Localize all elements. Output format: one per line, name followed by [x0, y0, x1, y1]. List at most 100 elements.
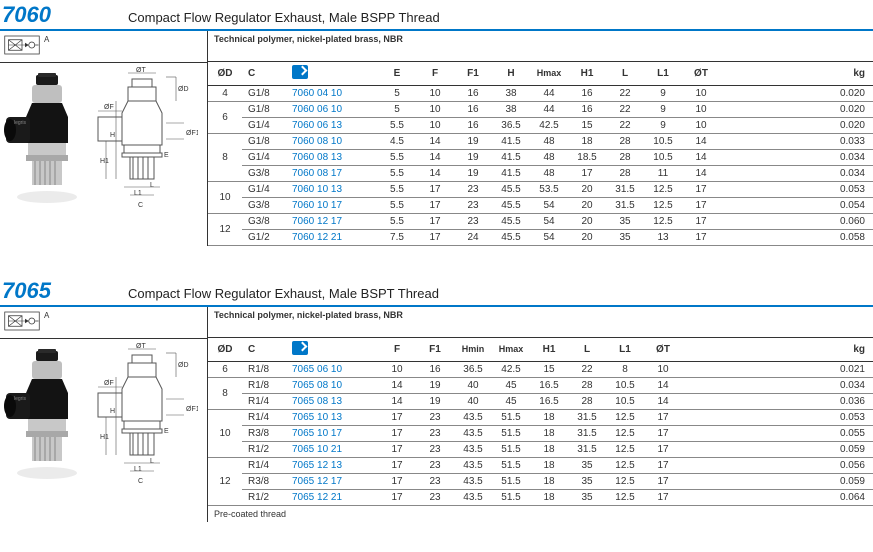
- thread-cell: R1/2: [242, 490, 288, 506]
- dim-cell: 10: [682, 86, 720, 102]
- dim-cell: 28: [606, 150, 644, 166]
- reference-cell: 7060 10 13: [288, 182, 378, 198]
- weight-cell: 0.034: [720, 150, 873, 166]
- thread-cell: G1/8: [242, 102, 288, 118]
- thread-cell: G1/2: [242, 230, 288, 246]
- svg-text:legris: legris: [14, 120, 26, 126]
- dim-cell: 45.5: [492, 214, 530, 230]
- reference-cell: 7060 08 17: [288, 166, 378, 182]
- thread-cell: G1/4: [242, 182, 288, 198]
- dim-cell: 17: [682, 230, 720, 246]
- dim-cell: 22: [568, 362, 606, 378]
- dim-cell: 17: [378, 426, 416, 442]
- thread-cell: R3/8: [242, 426, 288, 442]
- dim-cell: 43.5: [454, 410, 492, 426]
- svg-text:C: C: [138, 478, 143, 485]
- reference-cell: 7060 12 17: [288, 214, 378, 230]
- reference-cell: 7060 12 21: [288, 230, 378, 246]
- dim-cell: 51.5: [492, 474, 530, 490]
- dim-cell: 12.5: [606, 442, 644, 458]
- spec-row: 10R1/47065 10 13172343.551.51831.512.517…: [208, 410, 873, 426]
- dim-cell: 24: [454, 230, 492, 246]
- dim-cell: 45.5: [492, 230, 530, 246]
- reference-cell: 7065 08 10: [288, 378, 378, 394]
- product-photo: legris: [2, 343, 86, 493]
- dim-cell: 41.5: [492, 150, 530, 166]
- dim-cell: 17: [682, 198, 720, 214]
- weight-cell: 0.020: [720, 102, 873, 118]
- thread-cell: G1/4: [242, 150, 288, 166]
- svg-text:L: L: [150, 182, 154, 189]
- dim-cell: 16: [568, 102, 606, 118]
- svg-text:ØD: ØD: [178, 362, 189, 369]
- images-box: legris ØFØT ØDH H1ØF1 EL1: [0, 339, 207, 522]
- dimension-diagram: ØFØT ØDH H1ØF1 EL1 LC: [88, 343, 198, 493]
- dim-cell: 10.5: [644, 150, 682, 166]
- series-title: Compact Flow Regulator Exhaust, Male BSP…: [128, 10, 440, 25]
- spec-row: 4G1/87060 04 1051016384416229100.020: [208, 86, 873, 102]
- dim-cell: 12.5: [606, 490, 644, 506]
- dim-cell: 5.5: [378, 166, 416, 182]
- dim-cell: 11: [644, 166, 682, 182]
- spec-table: ØDCFF1HminHmaxH1LL1ØTkg6R1/87065 06 1010…: [208, 338, 873, 506]
- dim-cell: 18: [530, 490, 568, 506]
- weight-cell: 0.058: [720, 230, 873, 246]
- dim-cell: 23: [416, 442, 454, 458]
- dim-cell: 19: [454, 134, 492, 150]
- dim-cell: 14: [378, 394, 416, 410]
- svg-text:L1: L1: [134, 466, 142, 473]
- dim-cell: 10: [378, 362, 416, 378]
- product-photo: legris: [2, 67, 86, 217]
- dim-cell: 17: [378, 490, 416, 506]
- images-box: legris ØFØT ØDH H1ØF1 EL1: [0, 63, 207, 246]
- series-title: Compact Flow Regulator Exhaust, Male BSP…: [128, 286, 439, 301]
- spec-row: G1/47060 08 135.5141941.54818.52810.5140…: [208, 150, 873, 166]
- thread-cell: R1/2: [242, 442, 288, 458]
- dim-cell: 45.5: [492, 182, 530, 198]
- material-text: Technical polymer, nickel-plated brass, …: [208, 307, 873, 338]
- dim-cell: 17: [416, 182, 454, 198]
- dim-cell: 31.5: [568, 442, 606, 458]
- svg-text:legris: legris: [14, 396, 26, 402]
- dim-cell: 35: [568, 490, 606, 506]
- reference-cell: 7065 08 13: [288, 394, 378, 410]
- dim-cell: 14: [416, 166, 454, 182]
- dim-cell: 19: [454, 150, 492, 166]
- od-cell: 8: [208, 378, 242, 410]
- dim-cell: 5.5: [378, 214, 416, 230]
- dim-cell: 51.5: [492, 458, 530, 474]
- dim-cell: 54: [530, 214, 568, 230]
- dim-cell: 19: [454, 166, 492, 182]
- dim-cell: 20: [568, 214, 606, 230]
- weight-cell: 0.021: [682, 362, 873, 378]
- dim-cell: 40: [454, 378, 492, 394]
- spec-row: 10G1/47060 10 135.5172345.553.52031.512.…: [208, 182, 873, 198]
- dim-cell: 17: [644, 442, 682, 458]
- dim-cell: 16: [568, 86, 606, 102]
- spec-row: R1/47065 08 131419404516.52810.5140.036: [208, 394, 873, 410]
- reference-cell: 7065 12 21: [288, 490, 378, 506]
- material-text: Technical polymer, nickel-plated brass, …: [208, 31, 873, 62]
- dim-cell: 17: [644, 458, 682, 474]
- dim-cell: 17: [378, 442, 416, 458]
- dim-cell: 9: [644, 118, 682, 134]
- weight-cell: 0.053: [720, 182, 873, 198]
- dim-cell: 18: [530, 442, 568, 458]
- spec-row: R3/87065 12 17172343.551.5183512.5170.05…: [208, 474, 873, 490]
- dim-cell: 20: [568, 230, 606, 246]
- weight-cell: 0.056: [682, 458, 873, 474]
- weight-cell: 0.020: [720, 118, 873, 134]
- left-column: A legris: [0, 31, 208, 246]
- dim-cell: 16: [454, 102, 492, 118]
- spec-table: ØDCEFF1HHmaxH1LL1ØTkg4G1/87060 04 105101…: [208, 62, 873, 246]
- reference-cell: 7060 10 17: [288, 198, 378, 214]
- reference-cell: 7060 08 13: [288, 150, 378, 166]
- dim-cell: 15: [568, 118, 606, 134]
- spec-row: 6R1/87065 06 10101636.542.515228100.021: [208, 362, 873, 378]
- dim-cell: 17: [644, 490, 682, 506]
- dim-cell: 43.5: [454, 442, 492, 458]
- reference-icon: [292, 341, 308, 355]
- dim-cell: 22: [606, 102, 644, 118]
- dim-cell: 43.5: [454, 458, 492, 474]
- dim-cell: 5.5: [378, 150, 416, 166]
